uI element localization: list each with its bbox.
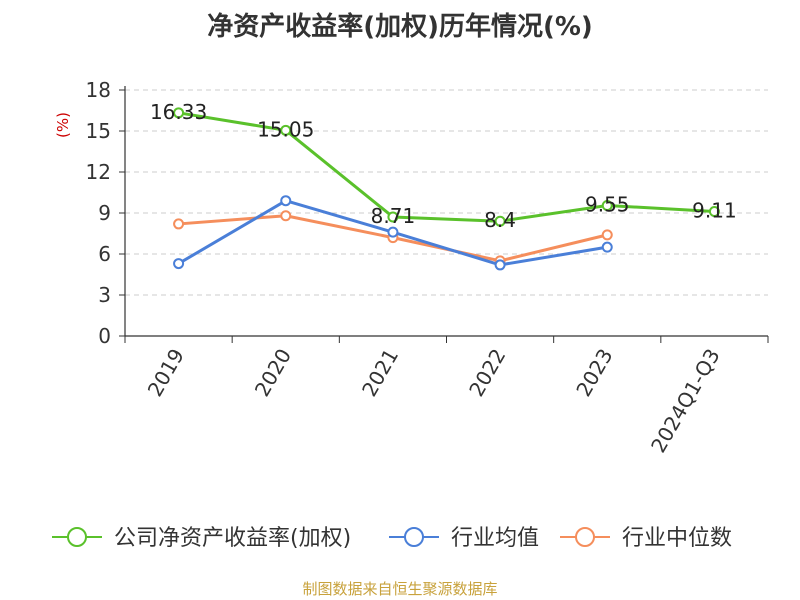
data-label: 9.55 xyxy=(585,192,630,216)
x-tick-label: 2022 xyxy=(464,345,510,401)
data-point-0 xyxy=(173,107,185,119)
data-point-1 xyxy=(387,226,399,238)
series-layer xyxy=(173,107,720,271)
data-point-1 xyxy=(494,259,506,271)
data-label: 8.71 xyxy=(371,204,416,228)
y-tick-label: 15 xyxy=(86,119,111,143)
series-line-0 xyxy=(178,111,715,223)
x-tick-label: 2021 xyxy=(357,345,403,401)
data-point-1 xyxy=(173,258,185,270)
y-tick-label: 0 xyxy=(98,324,111,348)
y-tick-label: 3 xyxy=(98,283,111,307)
data-point-0 xyxy=(387,211,399,223)
grid-layer xyxy=(125,89,768,296)
data-point-2 xyxy=(601,229,613,241)
data-label: 9.11 xyxy=(692,198,737,222)
legend-marker xyxy=(67,527,87,547)
legend-item-1: 行业均值 xyxy=(389,526,539,551)
data-point-0 xyxy=(601,199,613,211)
data-point-2 xyxy=(280,210,292,222)
data-label: 15.05 xyxy=(257,117,314,141)
legend-label: 行业均值 xyxy=(451,526,539,551)
source-note: 制图数据来自恒生聚源数据库 xyxy=(302,580,498,598)
x-tick-label: 2023 xyxy=(571,345,617,401)
y-tick-label: 9 xyxy=(98,201,111,225)
data-point-0 xyxy=(708,205,720,217)
legend-marker xyxy=(575,527,595,547)
legend-label: 行业中位数 xyxy=(622,526,732,551)
legend: 公司净资产收益率(加权) 行业均值 行业中位数 xyxy=(52,526,732,551)
x-tick-label: 2019 xyxy=(143,345,189,401)
data-point-1 xyxy=(280,195,292,207)
y-tick-label: 6 xyxy=(98,242,111,266)
legend-item-2: 行业中位数 xyxy=(560,526,732,551)
axis-layer: 0 3 6 9 12 15 18 (%) 2019 2020 2021 2022 2023 2024Q1-… xyxy=(54,78,769,457)
x-tick-label: 2024Q1-Q3 xyxy=(646,345,725,457)
data-label: 8.4 xyxy=(484,208,516,232)
x-tick-label: 2020 xyxy=(250,345,296,401)
data-point-0 xyxy=(494,215,506,227)
legend-item-0: 公司净资产收益率(加权) xyxy=(52,526,351,551)
legend-label: 公司净资产收益率(加权) xyxy=(114,526,351,551)
y-axis-label: (%) xyxy=(54,112,72,138)
data-point-2 xyxy=(173,218,185,230)
chart-title: 净资产收益率(加权)历年情况(%) xyxy=(207,12,593,42)
y-tick-label: 18 xyxy=(86,78,111,102)
legend-marker xyxy=(404,527,424,547)
data-point-1 xyxy=(601,241,613,253)
y-tick-label: 12 xyxy=(86,160,111,184)
data-point-0 xyxy=(280,124,292,136)
data-label: 16.33 xyxy=(150,100,207,124)
data-label-layer: 16.33 15.05 8.71 8.4 9.55 9.11 xyxy=(150,100,737,232)
